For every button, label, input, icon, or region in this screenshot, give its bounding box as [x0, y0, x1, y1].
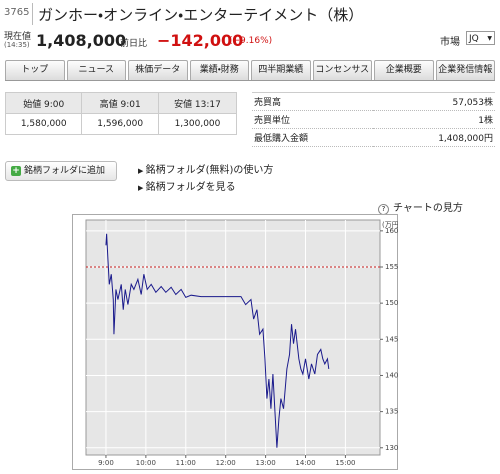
table-cell: 57,053株: [372, 92, 495, 111]
y-tick-label: 145: [385, 335, 398, 343]
tab-bar: トップ ニュース 株価データ 業績・財務 四半期業績 コンセンサス 企業概要 企業発信情報: [5, 60, 495, 81]
link-text: 銘柄フォルダ(無料)の使い方: [145, 165, 274, 176]
y-tick-label: 130: [385, 444, 398, 452]
x-tick-label: 12:00: [216, 459, 236, 467]
table-cell: 売買単位: [252, 110, 373, 129]
market-label: 市場: [440, 37, 460, 48]
x-tick-label: 9:00: [98, 459, 114, 467]
price-label: 現在値: [4, 32, 32, 42]
table-header: 高値 9:01: [81, 92, 159, 114]
market-value: JQ: [469, 34, 479, 44]
price: 1,408,000: [36, 31, 127, 50]
link[interactable]: ▶ 銘柄フォルダ(無料)の使い方: [138, 165, 274, 176]
table-row: 売買高 57,053株: [252, 92, 495, 111]
table-header: 始値 9:00: [4, 92, 83, 114]
x-tick-label: 14:00: [295, 459, 315, 467]
tab[interactable]: 企業概要: [374, 60, 434, 80]
plot-area: [85, 219, 381, 456]
x-tick-label: 10:00: [136, 459, 156, 467]
chart: 130 135 140 145 150 155 160 9:00 10:00 11:00 12:00…: [72, 214, 398, 470]
tab[interactable]: 業績・財務: [189, 60, 249, 80]
y-tick-label: 160: [385, 227, 398, 235]
link-text: 銘柄フォルダを見る: [145, 182, 236, 193]
market-select[interactable]: JQ ▼: [466, 31, 495, 45]
x-tick-label: 15:00: [335, 459, 355, 467]
x-tick-label: 13:00: [255, 459, 275, 467]
ohl-table: 始値 9:00 高値 9:01 安値 13:17 1,580,000 1,596,00…: [4, 92, 238, 135]
change: −142,000: [157, 31, 244, 50]
link[interactable]: ▶ 銘柄フォルダを見る: [138, 182, 236, 193]
x-tick-label: 11:00: [176, 459, 196, 467]
table-row: 最低購入金額 1,408,000円: [252, 128, 495, 147]
table-header: 安値 13:17: [157, 92, 238, 114]
y-tick-label: 150: [385, 299, 398, 307]
table-cell: 1,596,000: [81, 113, 159, 135]
table-cell: 最低購入金額: [252, 128, 373, 147]
y-tick-label: 155: [385, 263, 398, 271]
link-text: チャートの見方: [393, 203, 463, 214]
change-label: 前日比: [120, 39, 148, 49]
table-cell: 1株: [372, 110, 495, 129]
tab[interactable]: 株価データ: [128, 60, 188, 80]
table-cell: 1,580,000: [4, 113, 83, 135]
tab[interactable]: 企業発信情報: [435, 60, 495, 80]
tab[interactable]: 四半期業績: [251, 60, 311, 80]
price-time: (14:35): [4, 41, 30, 49]
tab[interactable]: ニュース: [66, 60, 126, 80]
plus-icon: +: [11, 166, 21, 176]
company-name: ガンホー・オンライン・エンターテイメント（株）: [38, 6, 364, 24]
y-tick-label: 135: [385, 408, 398, 416]
trade-table: 売買高 57,053株 売買単位 1株 最低購入金額 1,408,000円: [252, 92, 495, 147]
y-tick-label: 140: [385, 371, 398, 379]
table-cell: 1,408,000円: [372, 128, 495, 147]
tab[interactable]: トップ: [5, 60, 65, 80]
button-label: 銘柄フォルダに追加: [24, 166, 106, 176]
separator: [32, 3, 33, 25]
table-row: 売買単位 1株: [252, 110, 495, 129]
table-cell: 1,300,000: [157, 113, 238, 135]
y-unit-label: (万円): [382, 221, 398, 229]
dropdown-arrow: ▼: [487, 35, 492, 42]
add-folder-button[interactable]: + 銘柄フォルダに追加: [5, 161, 117, 181]
stock-code: 3765: [4, 7, 30, 18]
table-cell: 売買高: [252, 92, 373, 111]
price-line: [105, 233, 330, 448]
change-pct: (−9.16%): [229, 36, 273, 46]
help-link[interactable]: ? チャートの見方: [378, 199, 463, 215]
tab[interactable]: コンセンサス: [312, 60, 372, 80]
